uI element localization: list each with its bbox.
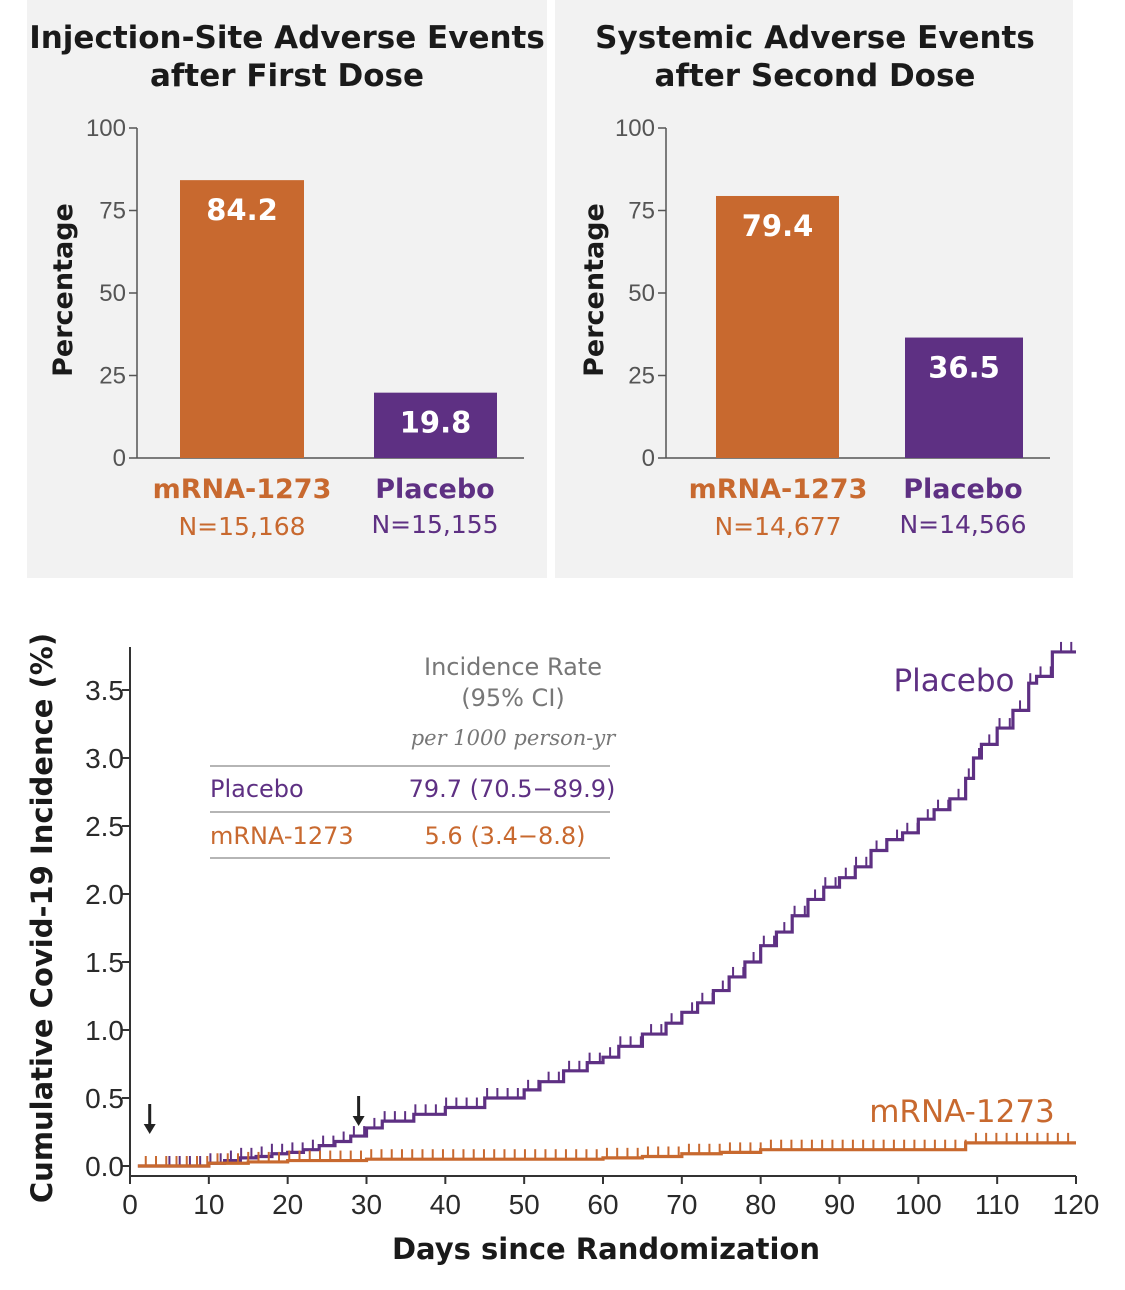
y-tick-label: 25 <box>99 363 126 390</box>
bar-chart-injection-site: Injection-Site Adverse Events after Firs… <box>29 20 545 541</box>
bar-placebo <box>905 337 1023 458</box>
censor-marks-placebo <box>168 641 1073 1166</box>
y-tick-label: 75 <box>628 198 655 225</box>
censor-marks-mrna <box>144 1132 1070 1166</box>
category-label-mrna: mRNA-1273 <box>689 474 868 505</box>
incidence-chart: Cumulative Covid-19 Incidence (%) Days s… <box>25 633 1099 1266</box>
chart-title-line-1: Injection-Site Adverse Events <box>29 20 545 56</box>
table-row-placebo-value: 79.7 (70.5−89.9) <box>409 775 616 803</box>
n-label-placebo: N=14,566 <box>899 510 1026 539</box>
x-tick-label: 10 <box>193 1189 224 1220</box>
table-subheader: per 1000 person-yr <box>411 726 618 750</box>
x-tick-label: 90 <box>824 1189 855 1220</box>
y-tick-label: 2.0 <box>85 879 124 910</box>
n-label-mrna: N=14,677 <box>714 512 841 541</box>
chart-title-line-1: Systemic Adverse Events <box>595 20 1035 56</box>
y-tick-label: 100 <box>615 115 655 142</box>
y-tick-label: 0 <box>113 445 126 472</box>
series-line-placebo <box>137 650 1076 1168</box>
series-label-mrna: mRNA-1273 <box>869 1094 1055 1130</box>
table-row-placebo-name: Placebo <box>210 775 304 803</box>
x-tick-label: 40 <box>430 1189 461 1220</box>
chart-title-line-2: after First Dose <box>150 58 424 94</box>
x-axis-label: Days since Randomization <box>392 1232 820 1266</box>
y-tick-label: 25 <box>628 363 655 390</box>
y-tick-label: 75 <box>99 198 126 225</box>
bar-placebo <box>374 392 497 458</box>
x-tick-label: 100 <box>895 1189 942 1220</box>
x-tick-label: 80 <box>745 1189 776 1220</box>
y-tick-label: 100 <box>86 115 126 142</box>
bar-mrna <box>716 195 839 459</box>
y-axis-label: Percentage <box>48 203 79 377</box>
bar-value-label: 84.2 <box>206 193 278 227</box>
n-label-placebo: N=15,155 <box>371 510 498 539</box>
bar-value-label: 36.5 <box>928 351 1000 385</box>
y-tick-label: 3.5 <box>85 675 124 706</box>
bar-chart-systemic: Systemic Adverse Events after Second Dos… <box>579 20 1050 541</box>
y-axis-label: Cumulative Covid-19 Incidence (%) <box>25 633 59 1203</box>
series-label-placebo: Placebo <box>893 663 1014 699</box>
series-line-mrna <box>137 1141 1076 1168</box>
n-label-mrna: N=15,168 <box>178 512 305 541</box>
x-tick-label: 110 <box>975 1189 1020 1220</box>
y-tick-label: 0.5 <box>85 1083 124 1114</box>
y-tick-label: 50 <box>99 280 126 307</box>
y-tick-label: 3.0 <box>85 743 124 774</box>
y-tick-label: 1.0 <box>85 1015 124 1046</box>
arrow-head <box>143 1124 156 1134</box>
x-tick-label: 20 <box>272 1189 303 1220</box>
arrow-head <box>352 1116 365 1126</box>
x-tick-label: 60 <box>587 1189 618 1220</box>
incidence-table: Incidence Rate (95% CI) per 1000 person-… <box>210 653 618 859</box>
table-header-line-1: Incidence Rate <box>424 653 602 681</box>
category-label-placebo: Placebo <box>375 474 494 505</box>
y-tick-label: 2.5 <box>85 811 124 842</box>
y-tick-label: 0.0 <box>85 1151 124 1182</box>
x-tick-label: 70 <box>666 1189 697 1220</box>
y-tick-label: 0 <box>642 445 655 472</box>
chart-title-line-2: after Second Dose <box>655 58 976 94</box>
table-row-mrna-name: mRNA-1273 <box>210 822 354 850</box>
bar-mrna <box>180 180 304 458</box>
x-tick-label: 120 <box>1053 1189 1100 1220</box>
y-tick-label: 50 <box>628 280 655 307</box>
x-tick-label: 30 <box>351 1189 382 1220</box>
x-tick-label: 50 <box>509 1189 540 1220</box>
table-header-line-2: (95% CI) <box>461 684 565 712</box>
table-row-mrna-value: 5.6 (3.4−8.8) <box>425 822 586 850</box>
bar-value-label: 79.4 <box>742 209 814 243</box>
bar-value-label: 19.8 <box>400 406 472 440</box>
y-axis-label: Percentage <box>579 203 610 377</box>
category-label-placebo: Placebo <box>903 474 1022 505</box>
y-tick-label: 1.5 <box>85 947 124 978</box>
category-label-mrna: mRNA-1273 <box>153 474 332 505</box>
x-tick-label: 0 <box>122 1189 138 1220</box>
